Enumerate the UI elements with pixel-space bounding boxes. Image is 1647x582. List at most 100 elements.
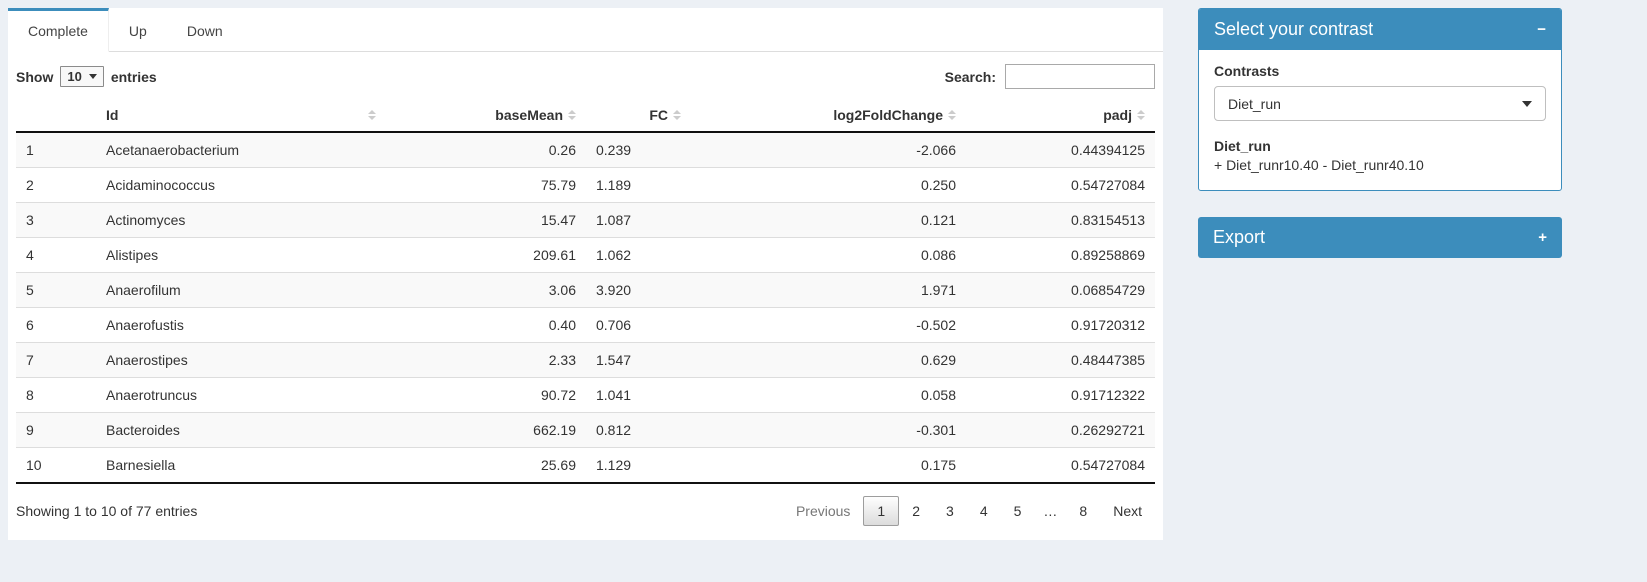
contrast-box-body: Contrasts Diet_run Diet_run + Diet_runr1… bbox=[1199, 50, 1561, 190]
contrast-description-title: Diet_run bbox=[1214, 138, 1271, 154]
cell-basemean: 75.79 bbox=[386, 167, 586, 203]
cell-rownum: 7 bbox=[16, 342, 96, 378]
cell-rownum: 3 bbox=[16, 202, 96, 238]
cell-id: Anaerofilum bbox=[96, 272, 386, 308]
page-length-value: 10 bbox=[67, 69, 82, 84]
page-length-select[interactable]: 10 bbox=[60, 66, 104, 87]
results-table: Id baseMean FC bbox=[16, 99, 1155, 484]
table-body: 1 Acetanaerobacterium 0.26 0.239 -2.066 … bbox=[16, 132, 1155, 484]
table-header: Id baseMean FC bbox=[16, 99, 1155, 133]
table-row[interactable]: 9 Bacteroides 662.19 0.812 -0.301 0.2629… bbox=[16, 412, 1155, 448]
cell-id: Anaerostipes bbox=[96, 342, 386, 378]
cell-fc: 0.239 bbox=[596, 142, 632, 158]
contrast-box-header[interactable]: Select your contrast − bbox=[1199, 9, 1561, 50]
column-header-padj[interactable]: padj bbox=[966, 99, 1155, 133]
tab-bar: Complete Up Down bbox=[8, 8, 1163, 52]
page-button-3[interactable]: 3 bbox=[946, 503, 954, 519]
column-header-basemean[interactable]: baseMean bbox=[386, 99, 586, 133]
cell-fc: 1.062 bbox=[586, 237, 691, 273]
sort-icon bbox=[1137, 110, 1145, 120]
export-box-header[interactable]: Export + bbox=[1198, 217, 1562, 258]
cell-basemean: 662.19 bbox=[386, 412, 586, 448]
page-button-2[interactable]: 2 bbox=[912, 503, 921, 519]
column-header-fc[interactable]: FC bbox=[586, 99, 691, 133]
tab-down[interactable]: Down bbox=[186, 23, 223, 39]
cell-rownum: 10 bbox=[16, 447, 96, 484]
table-row[interactable]: 5 Anaerofilum 3.06 3.920 1.971 0.0685472… bbox=[16, 272, 1155, 308]
column-label: log2FoldChange bbox=[833, 107, 943, 123]
cell-log2foldchange: -0.301 bbox=[691, 412, 966, 448]
page-length-control: Show 10 entries bbox=[16, 66, 157, 87]
column-header-id[interactable]: Id bbox=[96, 99, 386, 133]
search-control: Search: bbox=[945, 64, 1155, 89]
cell-log2foldchange: 0.250 bbox=[691, 167, 966, 203]
sidebar-panels: Select your contrast − Contrasts Diet_ru… bbox=[1198, 8, 1562, 284]
column-label: Id bbox=[106, 107, 119, 123]
previous-page-button[interactable]: Previous bbox=[795, 503, 851, 519]
expand-plus-icon[interactable]: + bbox=[1538, 229, 1547, 246]
datatable-footer: Showing 1 to 10 of 77 entries Previous 1… bbox=[8, 484, 1163, 540]
contrast-select[interactable]: Diet_run bbox=[1214, 86, 1546, 121]
page-button-8[interactable]: 8 bbox=[1079, 503, 1088, 519]
page-ellipsis: … bbox=[1043, 503, 1058, 519]
cell-log2foldchange: 0.058 bbox=[691, 377, 966, 413]
cell-basemean: 0.26 bbox=[548, 142, 576, 158]
cell-id: Alistipes bbox=[96, 237, 386, 273]
cell-fc: 0.812 bbox=[586, 412, 691, 448]
cell-rownum: 8 bbox=[16, 377, 96, 413]
contrast-box-title: Select your contrast bbox=[1214, 19, 1374, 39]
table-row[interactable]: 1 Acetanaerobacterium 0.26 0.239 -2.066 … bbox=[16, 132, 1155, 168]
table-row[interactable]: 10 Barnesiella 25.69 1.129 0.175 0.54727… bbox=[16, 447, 1155, 484]
page-button-1[interactable]: 1 bbox=[863, 496, 900, 526]
cell-fc: 3.920 bbox=[586, 272, 691, 308]
table-row[interactable]: 2 Acidaminococcus 75.79 1.189 0.250 0.54… bbox=[16, 167, 1155, 203]
cell-padj: 0.91720312 bbox=[966, 307, 1155, 343]
cell-fc: 1.547 bbox=[586, 342, 691, 378]
tab-complete[interactable]: Complete bbox=[8, 8, 109, 52]
column-header-log2foldchange[interactable]: log2FoldChange bbox=[691, 99, 966, 133]
cell-log2foldchange: 0.086 bbox=[691, 237, 966, 273]
cell-basemean: 15.47 bbox=[386, 202, 586, 238]
column-label: padj bbox=[1103, 107, 1132, 123]
page-button-4[interactable]: 4 bbox=[979, 503, 988, 519]
cell-basemean: 25.69 bbox=[386, 447, 586, 484]
column-header-rownum[interactable] bbox=[16, 99, 96, 133]
cell-padj: 0.83154513 bbox=[966, 202, 1155, 238]
cell-basemean: 0.40 bbox=[386, 307, 586, 343]
table-row[interactable]: 6 Anaerofustis 0.40 0.706 -0.502 0.91720… bbox=[16, 307, 1155, 343]
cell-id: Barnesiella bbox=[96, 447, 386, 484]
cell-padj: 0.48447385 bbox=[966, 342, 1155, 378]
cell-log2foldchange: -0.502 bbox=[691, 307, 966, 343]
next-page-button[interactable]: Next bbox=[1113, 503, 1142, 519]
cell-rownum: 5 bbox=[16, 272, 96, 308]
cell-padj: 0.91712322 bbox=[966, 377, 1155, 413]
cell-padj: 0.44394125 bbox=[1071, 142, 1145, 158]
cell-id: Actinomyces bbox=[96, 202, 386, 238]
tab-up[interactable]: Up bbox=[128, 23, 147, 39]
contrast-box: Select your contrast − Contrasts Diet_ru… bbox=[1198, 8, 1562, 191]
cell-id: Anaerotruncus bbox=[96, 377, 386, 413]
results-card: Complete Up Down Show 10 entries Search: bbox=[8, 8, 1163, 540]
table-row[interactable]: 7 Anaerostipes 2.33 1.547 0.629 0.484473… bbox=[16, 342, 1155, 378]
pagination: Previous 1 2 3 4 5 … 8 Next bbox=[783, 496, 1155, 526]
search-input[interactable] bbox=[1005, 64, 1155, 89]
table-row[interactable]: 8 Anaerotruncus 90.72 1.041 0.058 0.9171… bbox=[16, 377, 1155, 413]
cell-rownum: 2 bbox=[16, 167, 96, 203]
cell-rownum: 1 bbox=[26, 142, 34, 158]
chevron-down-icon bbox=[88, 74, 97, 79]
page-button-5[interactable]: 5 bbox=[1013, 503, 1022, 519]
header-row: Id baseMean FC bbox=[16, 99, 1155, 133]
cell-rownum: 6 bbox=[16, 307, 96, 343]
cell-id: Bacteroides bbox=[96, 412, 386, 448]
cell-basemean: 90.72 bbox=[386, 377, 586, 413]
column-label: baseMean bbox=[495, 107, 563, 123]
table-row[interactable]: 4 Alistipes 209.61 1.062 0.086 0.8925886… bbox=[16, 237, 1155, 273]
cell-rownum: 9 bbox=[16, 412, 96, 448]
cell-fc: 1.087 bbox=[586, 202, 691, 238]
sort-icon bbox=[673, 110, 681, 120]
contrast-description-formula: + Diet_runr10.40 - Diet_runr40.10 bbox=[1214, 157, 1424, 173]
show-label: Show bbox=[16, 68, 54, 85]
collapse-minus-icon[interactable]: − bbox=[1537, 21, 1546, 38]
cell-log2foldchange: 0.629 bbox=[691, 342, 966, 378]
table-row[interactable]: 3 Actinomyces 15.47 1.087 0.121 0.831545… bbox=[16, 202, 1155, 238]
